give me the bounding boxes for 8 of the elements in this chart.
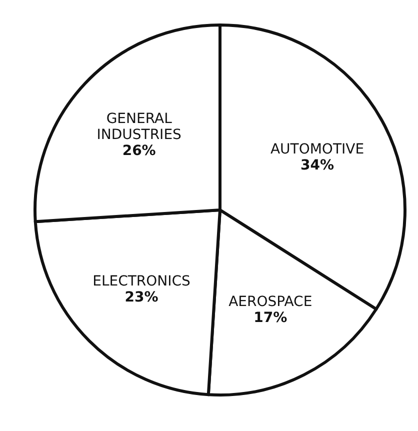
data-label: 17%: [254, 310, 288, 326]
data-label: 34%: [300, 158, 334, 174]
slice-label: AUTOMOTIVE: [270, 142, 364, 158]
data-label: 23%: [124, 289, 158, 306]
data-label: 26%: [122, 143, 156, 160]
slice-label: ELECTRONICS: [92, 273, 191, 290]
slice-label: AEROSPACE: [228, 294, 312, 310]
slice-label: GENERAL INDUSTRIES: [96, 111, 182, 144]
